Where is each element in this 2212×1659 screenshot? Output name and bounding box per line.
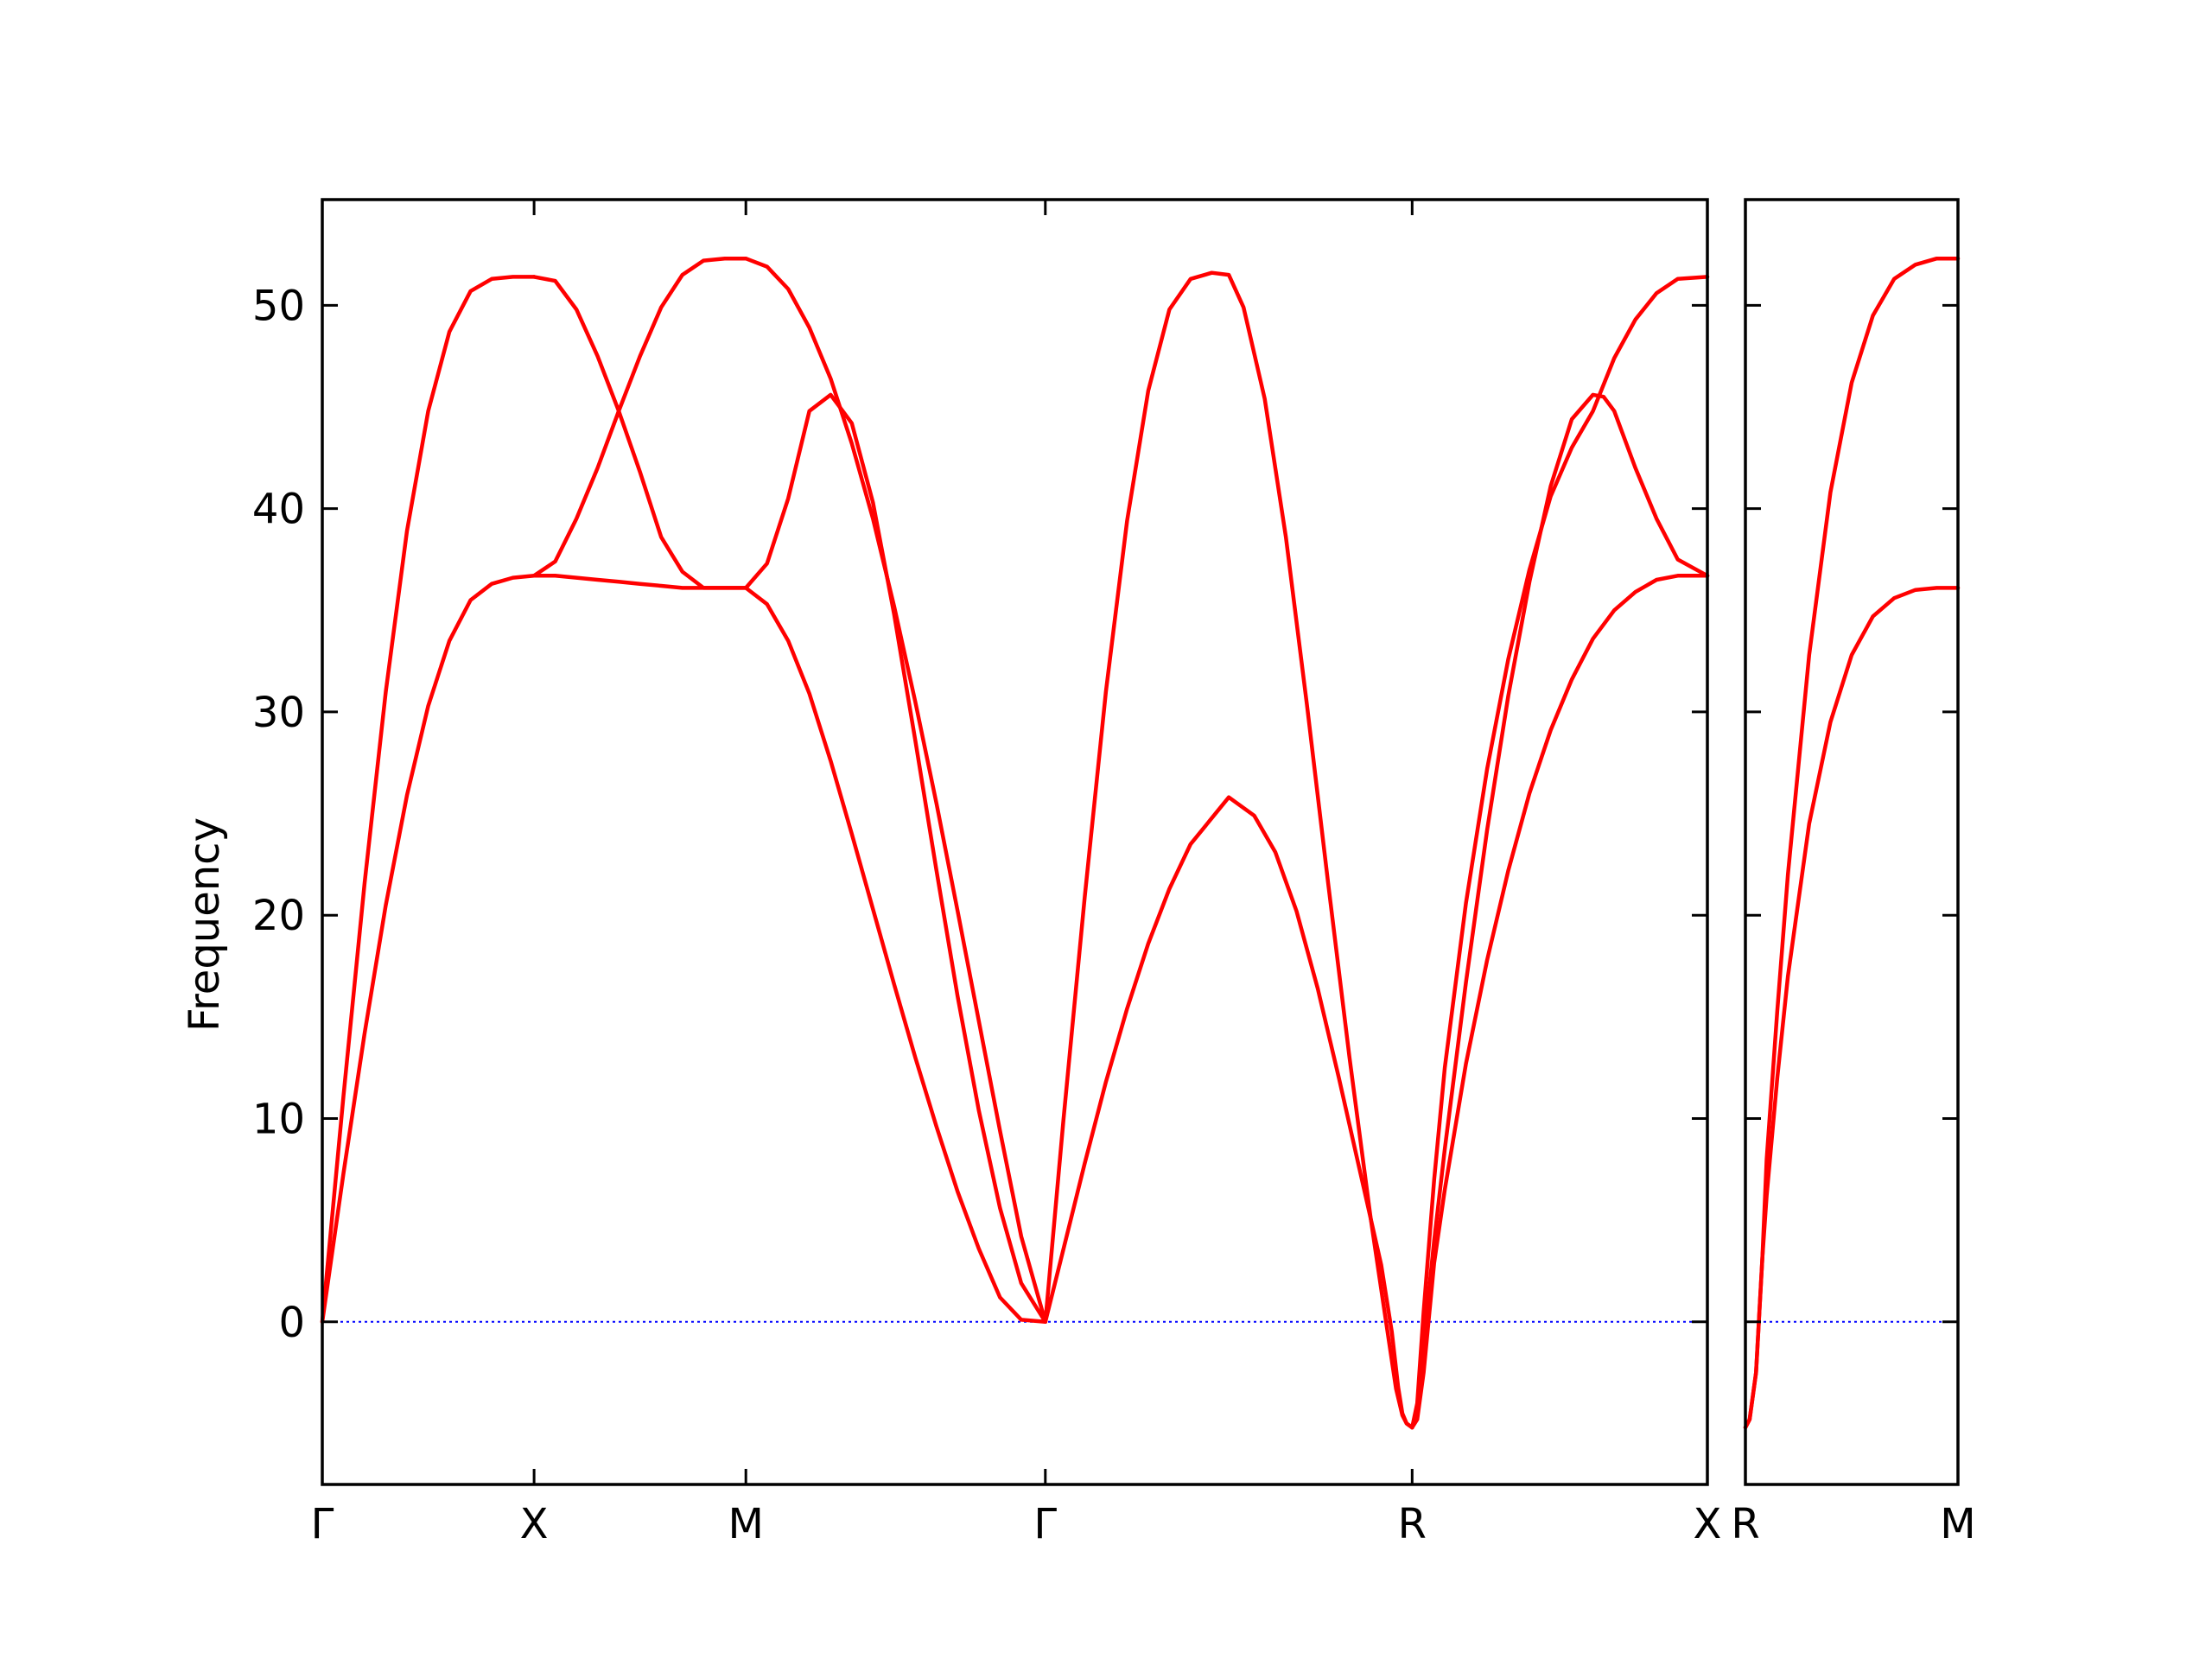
band-line-10 xyxy=(1043,270,1414,1430)
x-tick-label: X xyxy=(1694,1500,1722,1548)
band-line-1 xyxy=(320,574,537,1325)
band-line-4 xyxy=(531,409,748,590)
band-line-11 xyxy=(1410,574,1710,1430)
x-tick-label: Γ xyxy=(1033,1500,1057,1548)
side-panel-frame xyxy=(1744,198,1960,1486)
x-tick-label: X xyxy=(520,1500,549,1548)
band-line-7 xyxy=(743,256,1048,1325)
x-tick-label: R xyxy=(1398,1500,1427,1548)
main-panel: 0 10 20 30 40 50 Γ X M Γ R X xyxy=(252,198,1722,1548)
band-line-2 xyxy=(320,275,537,1325)
x-tick-label: R xyxy=(1731,1500,1759,1548)
x-tick-label: M xyxy=(728,1500,764,1548)
main-panel-frame xyxy=(321,198,1709,1486)
y-axis-label: Frequency xyxy=(181,817,229,1032)
y-tick-label: 30 xyxy=(252,689,305,737)
band-line-12 xyxy=(1410,392,1710,1430)
band-line-9 xyxy=(1043,795,1414,1430)
x-tick-label: M xyxy=(1940,1500,1975,1548)
x-tick-label: Γ xyxy=(311,1500,334,1548)
band-line-8 xyxy=(743,392,1048,1325)
y-tick-label: 20 xyxy=(252,892,305,940)
y-tick-label: 0 xyxy=(278,1299,305,1347)
band-line-2 xyxy=(1743,256,1961,1430)
y-tick-label: 10 xyxy=(252,1095,305,1143)
band-line-6 xyxy=(743,586,1048,1325)
band-line-13 xyxy=(1410,275,1710,1430)
y-tick-label: 40 xyxy=(252,486,305,534)
y-tick-label: 50 xyxy=(252,282,305,330)
band-line-5 xyxy=(531,256,748,413)
